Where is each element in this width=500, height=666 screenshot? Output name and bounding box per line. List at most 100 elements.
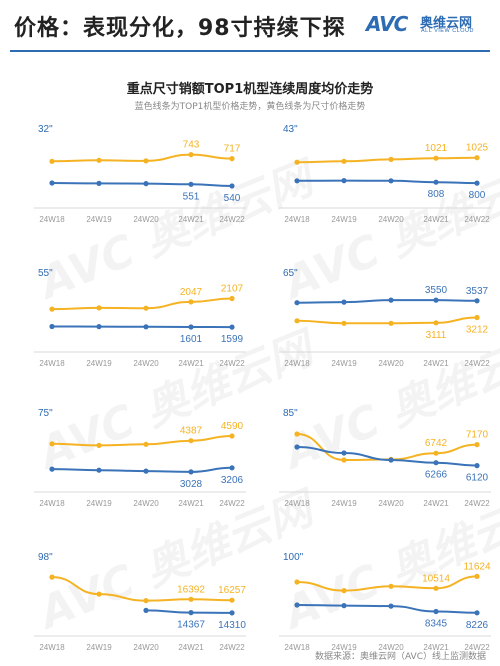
x-tick-label: 24W21 [178,643,204,652]
data-label-yellow: 4590 [221,421,244,432]
data-point-yellow [49,158,55,164]
data-source-note: 数据来源：奥维云网（AVC）线上监测数据 [314,652,486,662]
data-label-blue: 3537 [466,286,489,297]
line-chart: 85" 24W18 24W19 24W20 24W21 24W22 6742 7170 6266… [279,408,491,508]
size-label: 75" [38,408,53,419]
x-tick-label: 24W22 [464,643,490,652]
data-point-yellow [388,583,394,589]
series-line-blue [296,299,478,304]
size-chart-panel: 98" 24W18 24W19 24W20 24W21 24W22 16392 16257 14… [10,546,250,666]
size-label: 100" [283,552,304,563]
chart-subtitle: 蓝色线条为TOP1机型价格走势，黄色线条为尺寸价格走势 [134,102,366,112]
data-label-yellow: 4387 [180,426,203,437]
data-point-yellow [474,155,480,161]
data-point-blue [474,180,480,186]
data-point-yellow [143,305,149,311]
size-chart-panel: 100" 24W18 24W19 24W20 24W21 24W22 10514 11624 8… [255,546,495,666]
x-tick-label: 24W19 [86,215,112,224]
series-line-yellow [296,433,478,462]
chart-title: 重点尺寸销额TOP1机型连续周度均价走势 [126,82,374,97]
data-point-blue [341,450,347,456]
logo-mark: AVC [366,12,408,36]
data-label-yellow: 16392 [177,584,205,595]
data-point-blue [294,444,300,450]
data-label-yellow: 2107 [221,284,244,295]
data-label-yellow: 6742 [425,438,448,449]
data-point-blue [341,299,347,305]
x-tick-label: 24W21 [423,359,449,368]
data-point-yellow [474,573,480,579]
data-label-blue: 800 [469,190,486,201]
series-line-blue [51,182,233,187]
data-point-yellow [341,158,347,164]
series-line-yellow [51,435,233,447]
data-label-yellow: 16257 [218,585,246,596]
data-point-blue [388,457,394,463]
data-point-blue [188,181,194,187]
series-line-yellow [51,297,233,311]
series-line-yellow [51,153,233,163]
size-chart-panel: 55" 24W18 24W19 24W20 24W21 24W22 2047 2107 1601… [10,262,250,382]
data-point-yellow [188,152,194,158]
line-chart: 55" 24W18 24W19 24W20 24W21 24W22 2047 2107 1601… [34,268,246,368]
data-point-blue [188,610,194,616]
data-point-yellow [96,157,102,163]
data-point-blue [474,463,480,469]
data-point-blue [143,607,149,613]
data-label-yellow: 3111 [426,330,447,341]
data-point-blue [388,603,394,609]
data-point-blue [49,180,55,186]
series-line-yellow [296,316,478,325]
data-point-yellow [341,457,347,463]
data-point-blue [143,324,149,330]
data-label-yellow: 2047 [180,287,203,298]
x-tick-label: 24W20 [133,643,159,652]
series-line-yellow [296,575,478,592]
x-tick-label: 24W22 [219,499,245,508]
data-label-blue: 14310 [218,620,246,631]
data-point-blue [96,324,102,330]
page-title: 价格：表现分化，98寸持续下探 [14,16,346,41]
data-point-yellow [143,158,149,164]
data-point-blue [294,178,300,184]
data-point-blue [229,465,235,471]
data-point-blue [433,297,439,303]
x-tick-label: 24W20 [133,359,159,368]
x-tick-label: 24W21 [423,499,449,508]
x-tick-label: 24W19 [331,643,357,652]
data-point-blue [49,466,55,472]
data-label-yellow: 743 [183,140,200,151]
data-point-yellow [433,320,439,326]
x-tick-label: 24W18 [284,215,310,224]
series-line-blue [51,466,233,473]
data-point-blue [474,298,480,304]
data-point-yellow [96,591,102,597]
x-tick-label: 24W20 [378,643,404,652]
x-tick-label: 24W21 [178,359,204,368]
data-point-blue [49,323,55,330]
data-point-yellow [49,441,55,447]
data-point-yellow [388,320,394,326]
size-chart-panel: 75" 24W18 24W19 24W20 24W21 24W22 4387 4590 3028… [10,402,250,522]
x-tick-label: 24W19 [331,359,357,368]
data-point-blue [96,467,102,473]
data-point-blue [388,178,394,184]
data-label-yellow: 11624 [463,561,491,572]
logo-chinese-name: 奥维云网 [420,16,473,31]
x-tick-label: 24W20 [378,499,404,508]
data-point-yellow [229,433,235,439]
size-chart-panel: 32" 24W18 24W19 24W20 24W21 24W22 743 717 551 540 [10,118,250,238]
data-label-yellow: 3212 [466,325,489,336]
size-label: 43" [283,124,298,135]
data-point-blue [143,468,149,474]
size-chart-panel: 65" 24W18 24W19 24W20 24W21 24W22 3550 3537 3111… [255,262,495,382]
data-point-yellow [294,431,300,437]
data-point-blue [96,180,102,186]
x-tick-label: 24W20 [378,359,404,368]
size-label: 65" [283,268,298,279]
data-point-yellow [474,442,480,448]
line-chart: 32" 24W18 24W19 24W20 24W21 24W22 743 717 551 540 [34,124,246,224]
x-tick-label: 24W19 [331,499,357,508]
x-tick-label: 24W18 [39,499,65,508]
size-label: 32" [38,124,53,135]
